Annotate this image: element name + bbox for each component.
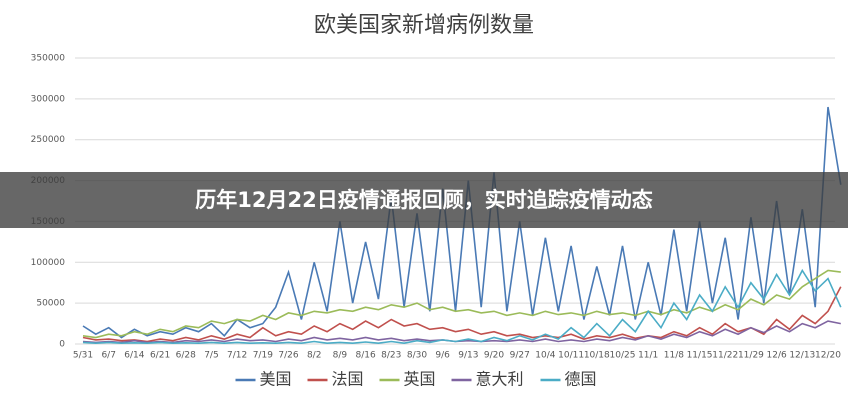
y-tick-label: 100000 (31, 258, 66, 268)
x-tick-label: 6/14 (124, 351, 144, 361)
x-tick-label: 7/19 (253, 351, 273, 361)
x-tick-label: 7/26 (278, 351, 298, 361)
x-tick-label: 9/27 (510, 351, 530, 361)
x-tick-label: 7/12 (227, 351, 247, 361)
x-tick-label: 8/2 (307, 351, 321, 361)
series-line (82, 269, 841, 339)
x-tick-label: 12/20 (815, 351, 841, 361)
y-tick-label: 350000 (31, 54, 66, 64)
x-tick-label: 11/1 (638, 351, 658, 361)
series-line (82, 268, 842, 345)
legend-label: 美国 (260, 370, 292, 389)
x-tick-label: 10/11 (558, 351, 584, 361)
y-tick-label: 50000 (36, 299, 65, 309)
banner-background (0, 172, 848, 228)
x-tick-label: 6/7 (101, 351, 115, 361)
y-tick-label: 300000 (31, 94, 66, 104)
x-tick-label: 8/16 (355, 351, 375, 361)
y-tick-label: 250000 (31, 135, 66, 145)
x-tick-label: 7/5 (204, 351, 218, 361)
legend-label: 意大利 (476, 370, 524, 389)
x-tick-label: 9/13 (458, 351, 478, 361)
x-tick-label: 10/4 (535, 351, 555, 361)
legend-label: 法国 (332, 370, 364, 389)
legend-label: 德国 (565, 370, 597, 389)
x-tick-label: 8/9 (333, 351, 348, 361)
y-tick-label: 0 (59, 340, 65, 350)
x-tick-label: 6/21 (150, 351, 170, 361)
x-tick-label: 11/15 (687, 351, 713, 361)
x-tick-label: 9/20 (484, 351, 504, 361)
x-tick-label: 8/23 (381, 351, 401, 361)
x-tick-label: 10/18 (584, 351, 610, 361)
x-tick-label: 9/6 (435, 351, 450, 361)
x-tick-label: 11/29 (738, 351, 764, 361)
series-line (82, 106, 842, 339)
x-tick-label: 6/28 (176, 351, 196, 361)
x-tick-label: 12/6 (767, 351, 787, 361)
series-line (82, 286, 842, 343)
x-tick-label: 8/30 (407, 351, 427, 361)
x-tick-label: 11/8 (664, 351, 684, 361)
chart-title: 欧美国家新增病例数量 (314, 13, 534, 38)
x-tick-label: 5/31 (73, 351, 93, 361)
x-tick-label: 10/25 (610, 351, 636, 361)
banner-text: 历年12月22日疫情通报回顾，实时追踪疫情动态 (195, 188, 652, 212)
legend-label: 英国 (404, 370, 436, 389)
x-tick-label: 12/13 (789, 351, 815, 361)
x-tick-label: 11/22 (712, 351, 738, 361)
